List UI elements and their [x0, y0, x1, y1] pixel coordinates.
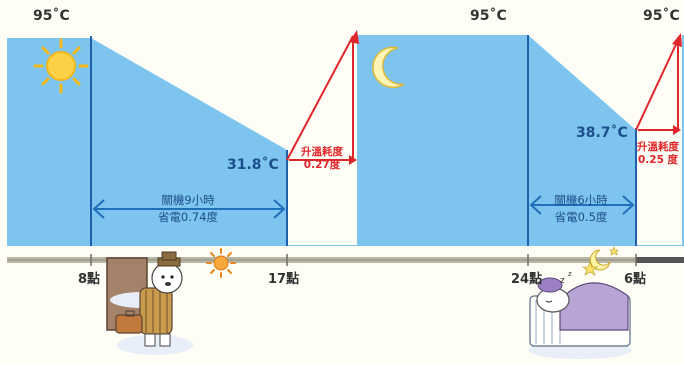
- off-period-label-2-line1: 關機6小時: [554, 193, 608, 207]
- drop-temp-label-6: 38.7˚C: [576, 125, 628, 141]
- time-label-17: 17點: [268, 272, 300, 287]
- vertical-divider-lines: [90, 35, 637, 246]
- time-label-24: 24點: [511, 272, 543, 287]
- sun-icon: [33, 38, 89, 94]
- drop-temp-label-17: 31.8˚C: [227, 157, 279, 173]
- off-period-label-1: 關機9小時 省電0.74度: [145, 192, 231, 226]
- reheat-label-2-line2: 0.25 度: [637, 154, 679, 166]
- reheat-label-2-line1: 升溫耗度: [637, 141, 679, 153]
- bear-with-suitcase-illustration: [106, 251, 193, 355]
- reheat-label-1-line1: 升溫耗度: [301, 146, 343, 158]
- off-period-arrow-1: [92, 199, 286, 219]
- temperature-area: [7, 35, 684, 246]
- reheat-arrow-2: [635, 33, 682, 135]
- time-label-6: 6點: [624, 272, 647, 287]
- off-period-label-2-line2: 省電0.5度: [554, 210, 608, 224]
- reheat-arrow-1: [286, 30, 359, 165]
- time-label-8: 8點: [78, 272, 101, 287]
- svg-text:z: z: [560, 276, 565, 286]
- reheat-label-1: 升溫耗度 0.27度: [292, 146, 352, 172]
- reheat-label-2: 升溫耗度 0.25 度: [632, 141, 684, 167]
- svg-text:z: z: [568, 270, 572, 278]
- moon-icon: [372, 46, 405, 89]
- stars-icon: [582, 246, 619, 276]
- off-period-label-1-line2: 省電0.74度: [157, 210, 219, 224]
- sleeping-bear-illustration: z z: [528, 270, 632, 359]
- off-period-arrow-2: [529, 195, 635, 215]
- max-temp-label-left: 95˚C: [33, 8, 70, 24]
- off-period-label-1-line1: 關機9小時: [161, 193, 215, 207]
- max-temp-label-right: 95˚C: [643, 8, 680, 24]
- off-period-label-2: 關機6小時 省電0.5度: [541, 192, 621, 226]
- max-temp-label-mid: 95˚C: [470, 8, 507, 24]
- small-sun-icon: [206, 248, 236, 278]
- reheat-label-1-line2: 0.27度: [303, 159, 341, 171]
